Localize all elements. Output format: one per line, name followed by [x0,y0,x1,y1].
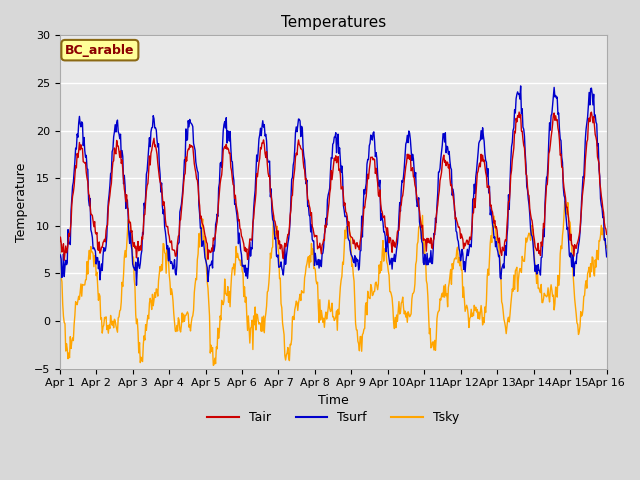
Tsky [603,243,611,249]
Tair [417,216,424,221]
X-axis label: Time: Time [318,394,349,407]
Tair [401,177,408,183]
Tsky [401,311,408,317]
Tsurf [66,240,74,245]
Tair [67,227,74,232]
Tsky [56,259,63,264]
Tsurf [132,282,140,288]
Tsurf [56,254,63,260]
Tsurf [517,83,525,89]
Tair [515,109,523,115]
Tsky [177,323,185,328]
Tsurf [207,262,215,267]
Tair [179,201,186,206]
Text: BC_arable: BC_arable [65,44,134,57]
Tsky [417,215,424,221]
Tair [123,192,131,198]
Line: Tair: Tair [60,112,607,260]
Tsurf [179,194,186,200]
Tsky [122,254,130,260]
Tsky [209,362,217,368]
Tsurf [417,224,424,229]
Tsurf [401,165,408,170]
Title: Temperatures: Temperatures [280,15,386,30]
Line: Tsky: Tsky [60,202,607,365]
Line: Tsurf: Tsurf [60,86,607,285]
Tsky [66,355,74,360]
Y-axis label: Temperature: Temperature [15,162,28,241]
Tsurf [603,254,611,260]
Tair [60,257,68,263]
Tair [56,239,63,245]
Tsky [561,199,568,204]
Tair [603,231,611,237]
Tsurf [122,205,130,211]
Legend: Tair, Tsurf, Tsky: Tair, Tsurf, Tsky [202,406,464,429]
Tsky [207,350,214,356]
Tair [207,249,215,255]
